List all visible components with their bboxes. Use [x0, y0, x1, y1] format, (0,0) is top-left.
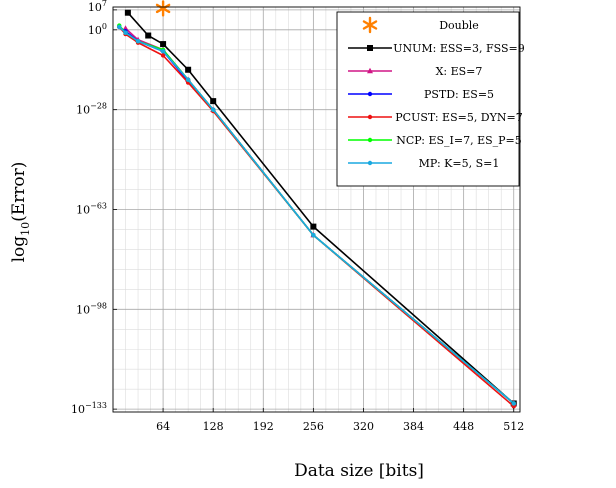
- y-tick-label: 10−63: [76, 202, 107, 217]
- legend-item: Double: [362, 16, 479, 34]
- series-line: [118, 26, 515, 405]
- data-point: [155, 0, 171, 17]
- legend-marker: [362, 16, 378, 34]
- legend-item: X: ES=7: [348, 65, 482, 78]
- x-tick-label: 320: [353, 420, 374, 433]
- x-tick-label: 256: [303, 420, 324, 433]
- data-point: [160, 41, 167, 48]
- legend-item: PSTD: ES=5: [348, 88, 494, 101]
- legend-label: UNUM: ESS=3, FSS=9: [393, 42, 524, 55]
- y-tick-label: 100: [88, 22, 107, 37]
- x-tick-label: 448: [453, 420, 474, 433]
- legend-label: MP: K=5, S=1: [419, 157, 500, 170]
- y-tick-label: 10−133: [71, 401, 107, 416]
- data-point: [511, 401, 516, 406]
- x-axis-title: Data size [bits]: [294, 461, 424, 481]
- y-tick-label: 107: [88, 0, 107, 14]
- x-tick-label: 384: [403, 420, 424, 433]
- legend: Double UNUM: ESS=3, FSS=9 X: ES=7 PSTD: ES=…: [336, 11, 525, 187]
- x-tick-label: 512: [503, 420, 524, 433]
- data-point: [210, 107, 216, 112]
- x-tick-label: 128: [203, 420, 224, 433]
- legend-marker: [367, 137, 373, 143]
- data-point: [123, 30, 128, 35]
- data-point: [145, 32, 152, 39]
- y-tick-label: 10−28: [76, 102, 107, 117]
- axis-ticks: 64 128 192 256 320 384 448 512 107 100 10−28 10−63 1…: [71, 0, 524, 433]
- data-point: [135, 39, 141, 44]
- legend-marker: [367, 67, 373, 74]
- series-layer: [117, 0, 517, 409]
- legend-box: [336, 11, 520, 187]
- y-tick-label: 10−98: [76, 301, 107, 316]
- legend-label: PSTD: ES=5: [424, 88, 494, 101]
- data-point: [117, 24, 122, 30]
- legend-item: NCP: ES_I=7, ES_P=5: [348, 134, 522, 147]
- x-tick-label: 192: [253, 420, 274, 433]
- data-point: [185, 66, 192, 73]
- legend-item: MP: K=5, S=1: [348, 157, 499, 170]
- legend-marker: [367, 45, 373, 51]
- data-point: [122, 25, 129, 31]
- data-point: [160, 53, 166, 58]
- data-point: [311, 232, 316, 238]
- legend-item: PCUST: ES=5, DYN=7: [348, 111, 523, 124]
- legend-label: NCP: ES_I=7, ES_P=5: [396, 134, 522, 147]
- legend-marker: [367, 114, 373, 120]
- data-point: [310, 223, 317, 230]
- data-point: [210, 98, 217, 105]
- y-axis-title: log10(Error): [9, 162, 32, 263]
- legend-label: Double: [439, 19, 479, 32]
- data-point: [124, 9, 131, 16]
- legend-marker: [367, 160, 373, 166]
- legend-label: X: ES=7: [436, 65, 483, 78]
- legend-marker: [367, 91, 373, 97]
- data-point: [185, 77, 191, 82]
- series-6: [117, 24, 516, 406]
- series-0: [155, 0, 171, 17]
- legend-item: UNUM: ESS=3, FSS=9: [348, 42, 525, 55]
- x-tick-label: 64: [156, 420, 170, 433]
- legend-label: PCUST: ES=5, DYN=7: [395, 111, 522, 124]
- data-point: [160, 49, 166, 54]
